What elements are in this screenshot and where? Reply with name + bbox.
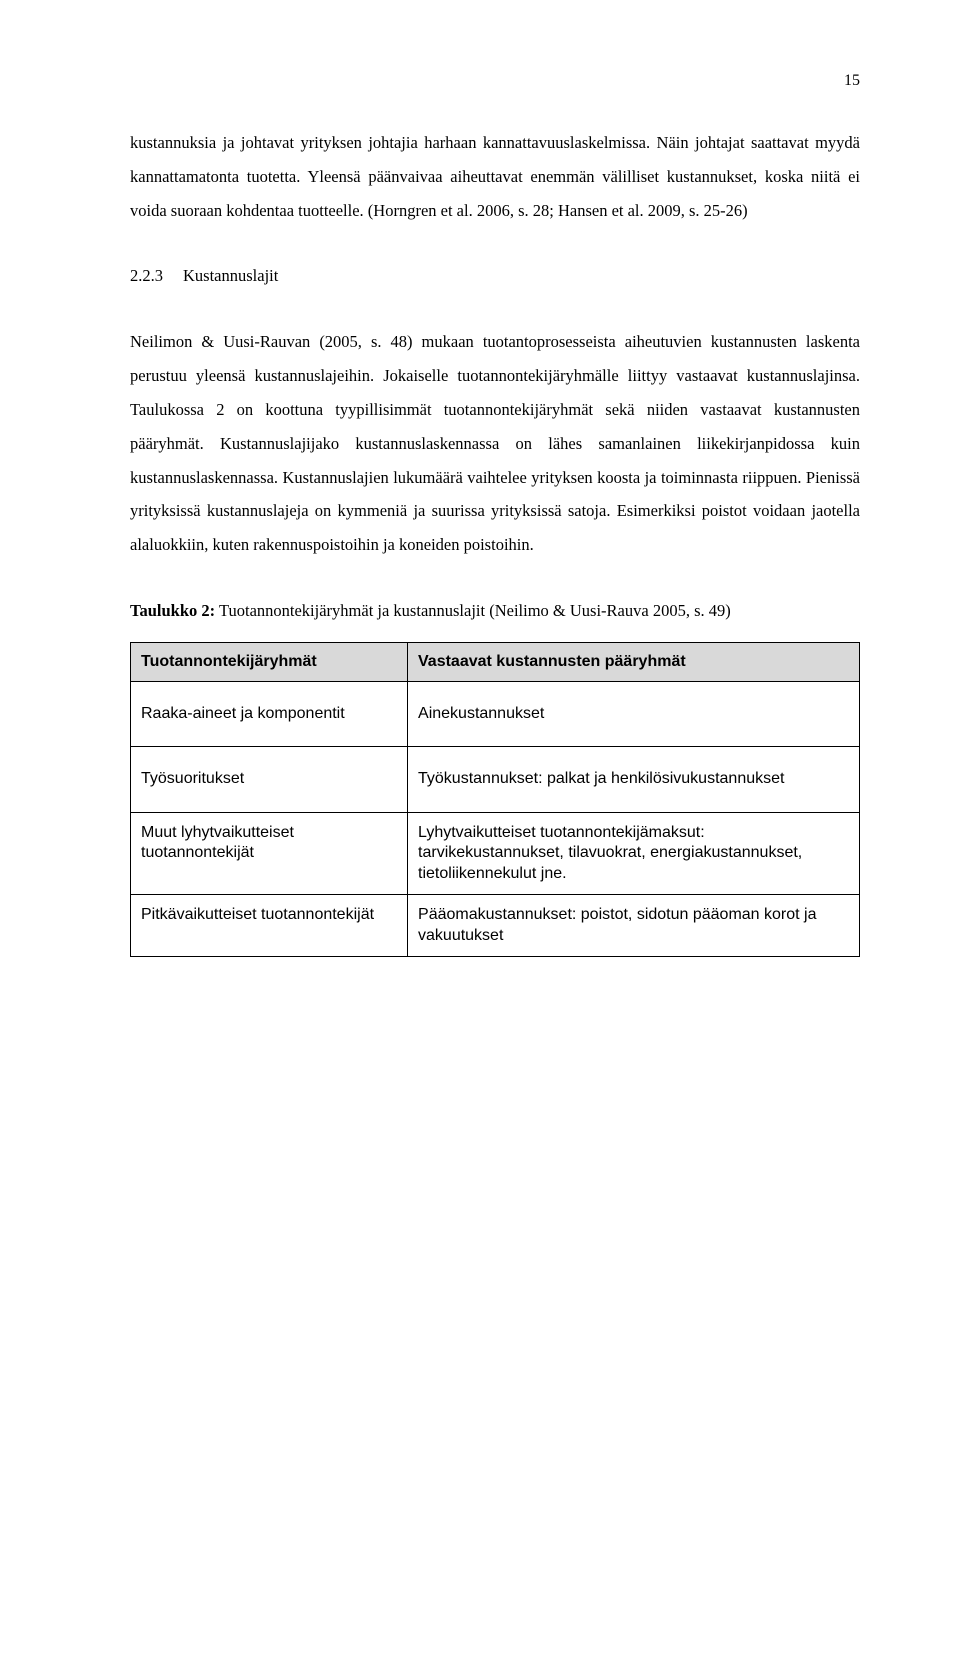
table-cell-left: Pitkävaikutteiset tuotannontekijät <box>131 895 408 957</box>
table-cell-right: Pääomakustannukset: poistot, sidotun pää… <box>408 895 860 957</box>
paragraph-1: kustannuksia ja johtavat yrityksen johta… <box>130 126 860 227</box>
cost-categories-table: Tuotannontekijäryhmät Vastaavat kustannu… <box>130 642 860 957</box>
paragraph-2: Neilimon & Uusi-Rauvan (2005, s. 48) muk… <box>130 325 860 562</box>
table-header-row: Tuotannontekijäryhmät Vastaavat kustannu… <box>131 642 860 681</box>
section-number: 2.2.3 <box>130 266 163 285</box>
table-header-right: Vastaavat kustannusten pääryhmät <box>408 642 860 681</box>
table-row: Pitkävaikutteiset tuotannontekijät Pääom… <box>131 895 860 957</box>
table-row: Raaka-aineet ja komponentit Ainekustannu… <box>131 681 860 746</box>
caption-label: Taulukko 2: <box>130 601 215 620</box>
table-row: Muut lyhytvaikutteiset tuotannontekijät … <box>131 812 860 894</box>
table-row: Työsuoritukset Työkustannukset: palkat j… <box>131 747 860 812</box>
caption-text: Tuotannontekijäryhmät ja kustannuslajit … <box>215 601 731 620</box>
table-cell-left: Työsuoritukset <box>131 747 408 812</box>
section-heading: 2.2.3 Kustannuslajit <box>130 259 860 293</box>
table-cell-right: Lyhytvaikutteiset tuotannontekijämaksut:… <box>408 812 860 894</box>
table-header-left: Tuotannontekijäryhmät <box>131 642 408 681</box>
table-cell-left: Muut lyhytvaikutteiset tuotannontekijät <box>131 812 408 894</box>
page-number: 15 <box>130 72 860 90</box>
table-cell-left: Raaka-aineet ja komponentit <box>131 681 408 746</box>
table-cell-right: Ainekustannukset <box>408 681 860 746</box>
table-caption: Taulukko 2: Tuotannontekijäryhmät ja kus… <box>130 594 860 628</box>
table-cell-right: Työkustannukset: palkat ja henkilösivuku… <box>408 747 860 812</box>
section-title: Kustannuslajit <box>183 266 278 285</box>
